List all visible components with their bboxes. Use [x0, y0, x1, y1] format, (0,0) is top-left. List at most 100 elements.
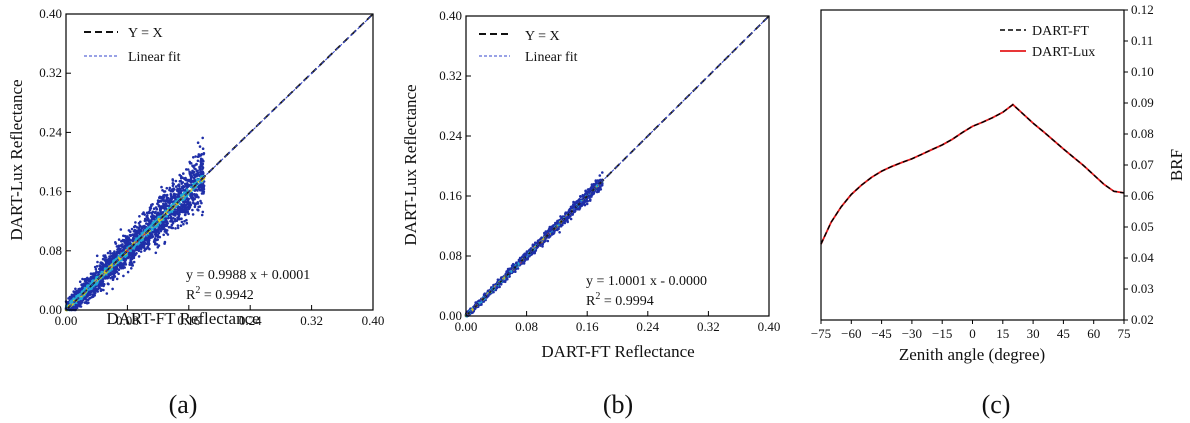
- scatter-point: [87, 293, 91, 297]
- scatter-point: [162, 202, 165, 205]
- scatter-point: [200, 201, 203, 205]
- scatter-point: [173, 208, 177, 211]
- scatter-point: [74, 287, 77, 291]
- x-tick-label: 0.00: [455, 319, 478, 334]
- scatter-point: [137, 242, 140, 246]
- scatter-point: [90, 286, 94, 289]
- scatter-point: [199, 199, 202, 203]
- scatter-point: [95, 282, 98, 286]
- scatter-point: [178, 180, 182, 183]
- scatter-point: [201, 166, 205, 169]
- scatter-point: [185, 168, 188, 171]
- scatter-point: [129, 242, 132, 246]
- scatter-point: [573, 210, 576, 214]
- scatter-point: [503, 280, 507, 284]
- scatter-point: [199, 161, 203, 164]
- scatter-point: [117, 238, 121, 241]
- scatter-point: [115, 277, 119, 281]
- scatter-point: [185, 218, 188, 222]
- scatter-point: [201, 188, 204, 191]
- scatter-point: [121, 238, 125, 242]
- scatter-point: [87, 284, 90, 287]
- x-tick-label: −45: [871, 326, 891, 341]
- scatter-point: [153, 228, 157, 231]
- y-axis-label-a: DART-Lux Reflectance: [7, 79, 26, 240]
- x-tick-label: −30: [902, 326, 922, 341]
- scatter-point: [80, 297, 83, 301]
- scatter-point: [193, 197, 196, 201]
- scatter-point: [569, 217, 573, 221]
- scatter-point: [82, 282, 86, 286]
- y-tick-label: 0.08: [39, 243, 62, 258]
- scatter-point: [597, 190, 600, 193]
- scatter-point: [188, 201, 192, 204]
- scatter-point: [183, 196, 187, 199]
- x-tick-label: 0.24: [636, 319, 659, 334]
- scatter-point: [92, 272, 95, 275]
- scatter-point: [174, 214, 177, 217]
- scatter-point: [170, 212, 173, 216]
- scatter-point: [175, 211, 179, 214]
- scatter-point: [112, 277, 115, 280]
- scatter-point: [492, 290, 495, 294]
- x-ticks-a: 0.00 0.08 0.16 0.24 0.32 0.40: [55, 305, 385, 328]
- scatter-point: [72, 297, 75, 301]
- scatter-point: [154, 251, 158, 255]
- scatter-point: [165, 220, 169, 223]
- scatter-point: [148, 222, 152, 225]
- scatter-point: [104, 261, 108, 265]
- scatter-point: [135, 232, 138, 236]
- scatter-point: [132, 236, 135, 239]
- scatter-point: [127, 256, 130, 259]
- scatter-point: [134, 221, 137, 224]
- scatter-point: [77, 303, 80, 306]
- scatter-point: [121, 245, 124, 249]
- scatter-point: [171, 220, 175, 223]
- scatter-point: [141, 231, 145, 234]
- scatter-point: [144, 236, 148, 239]
- scatter-point: [134, 234, 138, 238]
- scatter-point: [108, 255, 111, 258]
- scatter-point: [564, 212, 567, 216]
- scatter-point: [557, 227, 560, 231]
- x-tick-label: 75: [1118, 326, 1131, 341]
- scatter-point: [192, 156, 195, 159]
- scatter-point: [107, 273, 110, 276]
- y-tick-label: 0.08: [439, 248, 462, 263]
- scatter-point: [176, 189, 179, 192]
- x-tick-label: 0.40: [362, 313, 385, 328]
- scatter-point: [93, 291, 97, 294]
- scatter-point: [176, 226, 180, 230]
- scatter-point: [104, 258, 107, 262]
- scatter-point: [94, 267, 98, 271]
- scatter-point: [123, 246, 127, 249]
- series-line-dart-lux: [820, 103, 1125, 245]
- scatter-point: [173, 210, 176, 214]
- scatter-point: [198, 165, 201, 169]
- scatter-point: [188, 204, 192, 207]
- scatter-point: [119, 228, 123, 231]
- scatter-point: [189, 177, 193, 181]
- scatter-point: [137, 230, 140, 234]
- scatter-point: [176, 195, 180, 199]
- scatter-point: [154, 206, 158, 209]
- scatter-point: [126, 236, 129, 240]
- scatter-point: [195, 193, 198, 196]
- x-tick-label: 0.16: [177, 313, 200, 328]
- scatter-point: [149, 236, 152, 240]
- scatter-point: [191, 164, 194, 168]
- scatter-point: [199, 157, 203, 161]
- scatter-point: [200, 172, 203, 176]
- scatter-point: [183, 200, 187, 203]
- r-squared-a: R2 = 0.9942: [186, 285, 254, 303]
- scatter-point: [80, 283, 84, 286]
- scatter-point: [137, 246, 141, 249]
- scatter-point: [141, 212, 144, 216]
- scatter-point: [592, 183, 595, 186]
- x-tick-label: 0.08: [116, 313, 139, 328]
- scatter-point: [95, 254, 99, 258]
- scatter-point: [125, 243, 128, 247]
- scatter-point: [103, 267, 107, 270]
- scatter-point: [141, 238, 144, 241]
- scatter-point: [196, 159, 200, 163]
